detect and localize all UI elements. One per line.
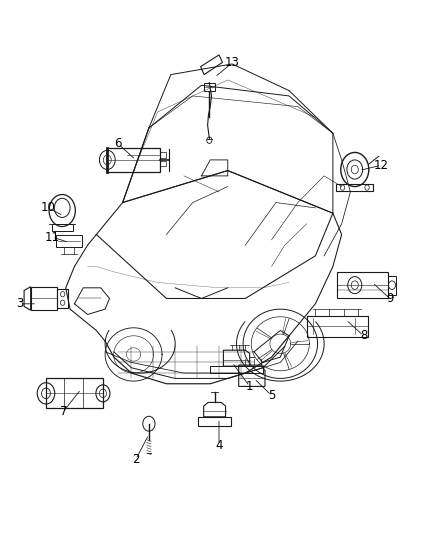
Text: 11: 11 xyxy=(45,231,60,244)
Text: 3: 3 xyxy=(16,297,23,310)
Text: 2: 2 xyxy=(132,453,140,466)
Text: 4: 4 xyxy=(215,439,223,451)
Text: 12: 12 xyxy=(374,159,389,172)
Text: 1: 1 xyxy=(246,380,254,393)
Text: 9: 9 xyxy=(386,292,394,305)
Text: 6: 6 xyxy=(114,138,122,150)
Text: 13: 13 xyxy=(225,56,240,69)
Text: 7: 7 xyxy=(60,405,67,418)
Text: 8: 8 xyxy=(360,329,367,342)
Text: 5: 5 xyxy=(268,389,275,402)
Text: 10: 10 xyxy=(41,201,56,214)
